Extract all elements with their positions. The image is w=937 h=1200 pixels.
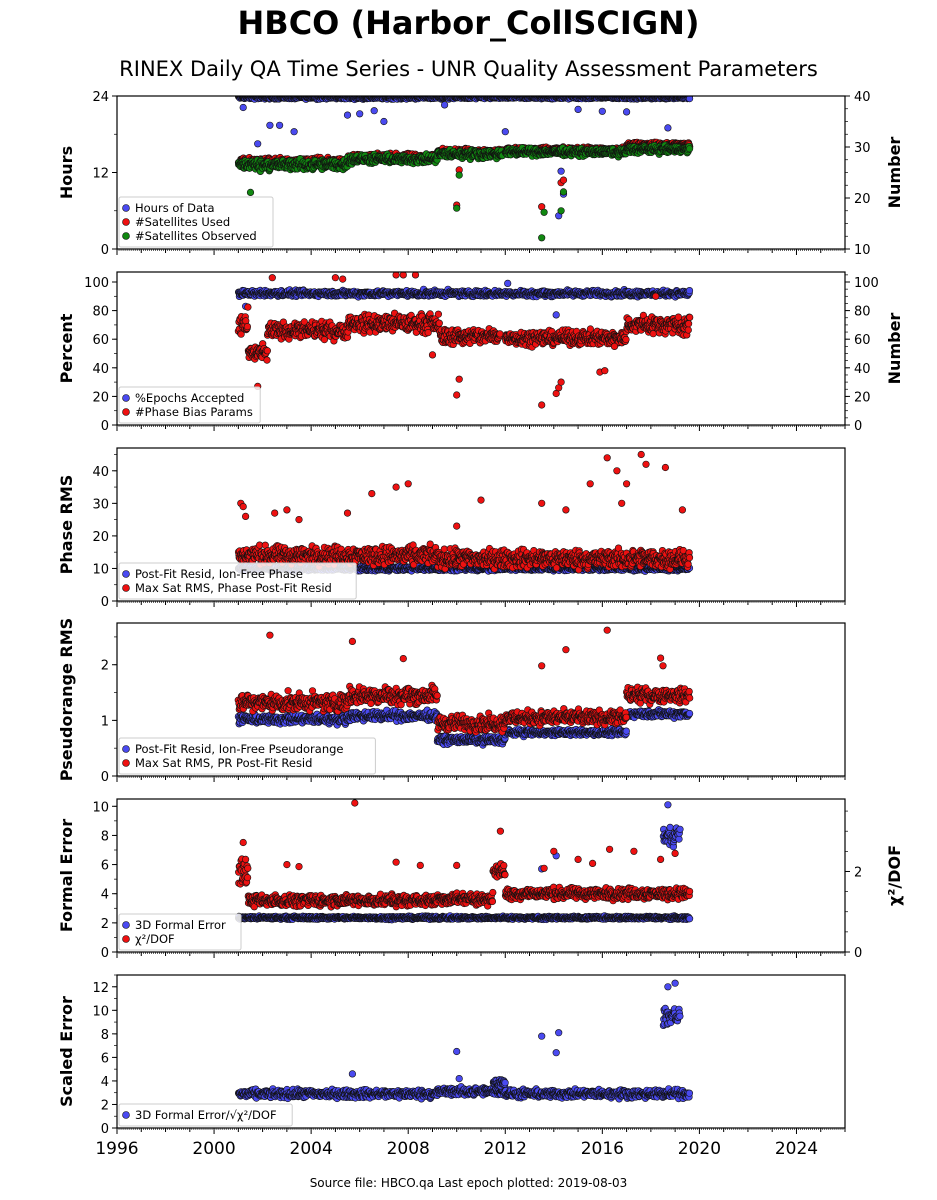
outlier-point	[622, 108, 631, 116]
outlier-point	[239, 103, 247, 112]
x-ticks	[116, 249, 846, 255]
legend-marker	[122, 204, 130, 212]
legend: Hours of Data#Satellites Used#Satellites…	[118, 196, 274, 248]
y-tick-label: 24	[92, 90, 109, 105]
outlier-point	[356, 110, 364, 118]
outlier-point	[455, 171, 463, 179]
legend-marker	[122, 218, 130, 226]
y-right-tick-label: 10	[854, 243, 871, 258]
outlier-point	[501, 128, 509, 136]
outlier-point	[559, 176, 568, 184]
y-right-tick-label: 30	[854, 141, 871, 156]
outlier-point	[664, 124, 672, 132]
y-ticks-right: 10 20 30 40	[845, 90, 871, 258]
y-axis-label: Hours	[57, 146, 76, 199]
series-blue	[235, 279, 694, 319]
chart-title: HBCO (Harbor_CollSCIGN)	[237, 4, 700, 42]
y-tick-label: 0	[101, 243, 109, 258]
outlier-point	[441, 101, 449, 109]
outlier-point	[559, 188, 568, 196]
y-tick-label: 12	[92, 167, 109, 182]
outlier-point	[557, 167, 565, 175]
outlier-point	[540, 208, 548, 216]
outlier-point	[276, 121, 284, 129]
point	[244, 303, 252, 311]
y-right-tick-label: 20	[854, 192, 871, 207]
series-blue	[235, 96, 694, 220]
outlier-point	[557, 207, 565, 215]
outlier-point	[552, 311, 560, 319]
point	[685, 287, 694, 295]
outlier-point	[598, 107, 606, 115]
legend-marker	[122, 232, 130, 240]
data-points	[234, 96, 694, 242]
percent-panel: 020406080100020406080100NumberPercent%Ep…	[57, 271, 904, 434]
outlier-point	[254, 140, 262, 148]
outlier-point	[246, 188, 255, 196]
point	[685, 145, 694, 153]
point	[243, 323, 251, 331]
y-ticks-left: 0 12 24	[92, 90, 117, 258]
y-right-tick-label: 40	[854, 90, 871, 105]
outlier-point	[370, 107, 378, 115]
legend-label: Hours of Data	[135, 201, 215, 215]
outlier-point	[380, 117, 388, 126]
legend-label: #Satellites Observed	[135, 229, 257, 243]
outlier-point	[290, 128, 298, 136]
data-points	[234, 272, 694, 409]
outlier-point	[538, 234, 546, 242]
chart-subtitle: RINEX Daily QA Time Series - UNR Quality…	[119, 57, 818, 81]
legend-label: #Satellites Used	[135, 215, 230, 229]
y-right-axis-label: Number	[885, 137, 904, 209]
outlier-point	[574, 105, 582, 113]
outlier-point	[343, 111, 352, 119]
outlier-point	[453, 204, 461, 212]
outlier-point	[266, 121, 274, 129]
outlier-point	[504, 279, 512, 288]
